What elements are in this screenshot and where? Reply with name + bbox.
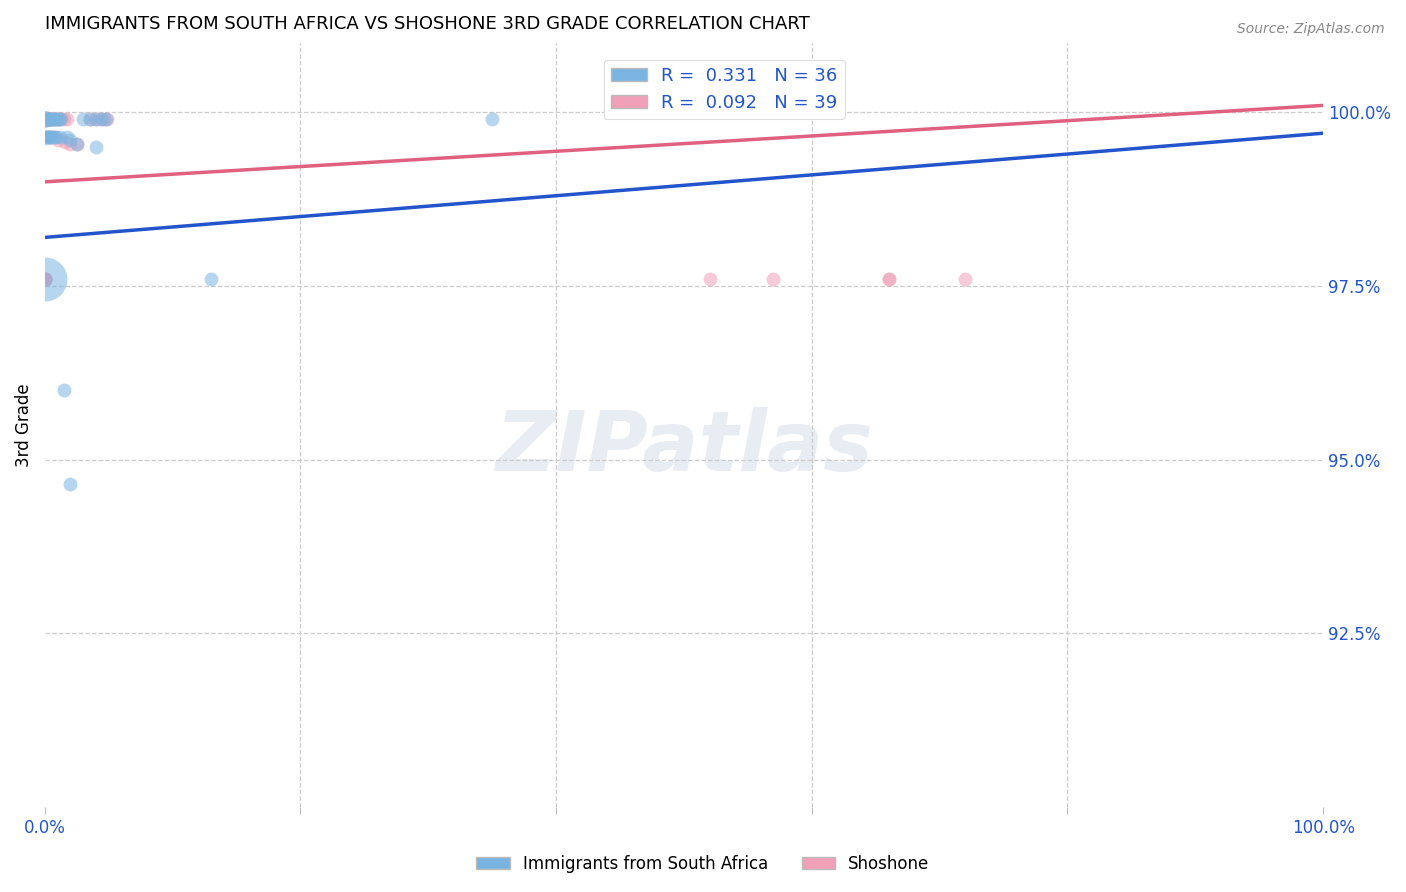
Point <box>46 112 69 127</box>
Point <box>877 272 900 286</box>
Point <box>39 112 62 127</box>
Text: IMMIGRANTS FROM SOUTH AFRICA VS SHOSHONE 3RD GRADE CORRELATION CHART: IMMIGRANTS FROM SOUTH AFRICA VS SHOSHONE… <box>45 15 810 33</box>
Point <box>34 272 56 286</box>
Point <box>53 112 76 127</box>
Point <box>34 129 56 144</box>
Point <box>46 133 69 147</box>
Point <box>93 112 115 127</box>
Point <box>45 112 67 127</box>
Point <box>42 129 65 144</box>
Point <box>84 112 107 127</box>
Point <box>699 272 721 286</box>
Point <box>34 112 56 127</box>
Point <box>48 112 70 127</box>
Point <box>55 112 77 127</box>
Point <box>34 272 56 286</box>
Point <box>79 112 101 127</box>
Point <box>877 272 900 286</box>
Point <box>953 272 976 286</box>
Point <box>34 272 56 286</box>
Point <box>37 112 59 127</box>
Point <box>200 272 222 286</box>
Point <box>38 129 60 144</box>
Point <box>72 112 94 127</box>
Point <box>762 272 785 286</box>
Point <box>79 112 101 127</box>
Point <box>59 477 82 491</box>
Legend: Immigrants from South Africa, Shoshone: Immigrants from South Africa, Shoshone <box>470 848 936 880</box>
Point <box>34 272 56 286</box>
Point <box>39 129 62 144</box>
Point <box>44 112 66 127</box>
Y-axis label: 3rd Grade: 3rd Grade <box>15 384 32 467</box>
Point <box>41 112 63 127</box>
Point <box>42 112 65 127</box>
Point <box>34 272 56 286</box>
Point <box>34 272 56 286</box>
Point <box>34 272 56 286</box>
Point <box>39 112 62 127</box>
Point <box>66 136 89 151</box>
Point <box>49 129 72 144</box>
Point <box>84 140 107 154</box>
Point <box>35 112 58 127</box>
Point <box>42 112 65 127</box>
Point <box>46 112 69 127</box>
Point <box>66 136 89 151</box>
Point <box>481 112 503 127</box>
Point <box>34 272 56 286</box>
Legend: R =  0.331   N = 36, R =  0.092   N = 39: R = 0.331 N = 36, R = 0.092 N = 39 <box>603 60 845 119</box>
Point <box>34 112 56 127</box>
Point <box>38 112 60 127</box>
Point <box>37 129 59 144</box>
Point <box>96 112 118 127</box>
Point <box>59 133 82 147</box>
Text: Source: ZipAtlas.com: Source: ZipAtlas.com <box>1237 22 1385 37</box>
Point <box>41 112 63 127</box>
Point <box>53 383 76 397</box>
Point <box>51 112 73 127</box>
Point <box>42 129 65 144</box>
Point <box>44 112 66 127</box>
Point <box>59 136 82 151</box>
Point <box>55 129 77 144</box>
Point <box>37 112 59 127</box>
Point <box>89 112 111 127</box>
Point <box>45 129 67 144</box>
Point <box>49 112 72 127</box>
Point <box>91 112 114 127</box>
Text: ZIPatlas: ZIPatlas <box>495 408 873 489</box>
Point <box>39 112 62 127</box>
Point <box>96 112 118 127</box>
Point <box>38 129 60 144</box>
Point <box>38 112 60 127</box>
Point <box>39 129 62 144</box>
Point <box>39 112 62 127</box>
Point <box>39 129 62 144</box>
Point <box>53 135 76 149</box>
Point <box>84 112 107 127</box>
